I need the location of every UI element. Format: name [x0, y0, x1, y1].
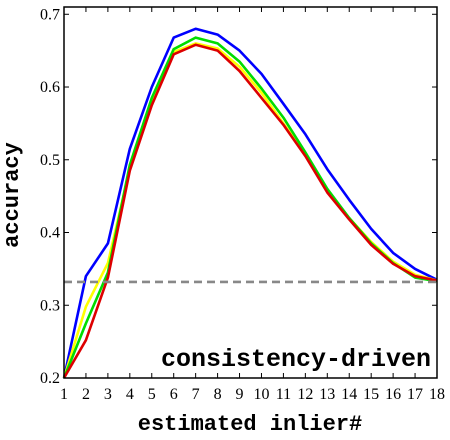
- x-tick-label: 16: [385, 386, 401, 403]
- y-tick-label: 0.2: [40, 370, 60, 387]
- x-tick-label: 10: [253, 386, 269, 403]
- x-tick-label: 3: [104, 386, 112, 403]
- y-tick-label: 0.7: [40, 6, 60, 23]
- x-tick-label: 9: [236, 386, 244, 403]
- y-tick-label: 0.3: [40, 297, 60, 314]
- x-tick-label: 18: [429, 386, 445, 403]
- y-tick-label: 0.6: [40, 79, 60, 96]
- x-tick-label: 13: [319, 386, 335, 403]
- x-tick-label: 6: [170, 386, 178, 403]
- y-axis-label: accuracy: [0, 142, 25, 248]
- series-line-4: [62, 43, 438, 379]
- x-tick-label: 5: [148, 386, 156, 403]
- plot-frame: [63, 6, 438, 379]
- series-layer: [62, 27, 438, 379]
- x-tick-label: 8: [214, 386, 222, 403]
- x-tick-label: 1: [60, 386, 68, 403]
- x-tick-label: 14: [341, 386, 357, 403]
- x-tick-label: 4: [126, 386, 134, 403]
- y-tick-label: 0.5: [40, 152, 60, 169]
- x-tick-label: 7: [192, 386, 200, 403]
- annotation-label: consistency-driven: [161, 345, 431, 374]
- x-tick-label: 17: [407, 386, 423, 403]
- x-axis-label: estimated inlier#: [138, 412, 362, 437]
- x-tick-label: 2: [82, 386, 90, 403]
- x-tick-label: 11: [276, 386, 291, 403]
- series-line-1: [62, 27, 438, 379]
- x-tick-label: 12: [297, 386, 313, 403]
- y-tick-label: 0.4: [40, 225, 60, 242]
- x-tick-label: 15: [363, 386, 379, 403]
- tick-layer: 1 2 3 4 5 6 7 8 9 10 11 12 13 14 15 16 17 180.20.30.40.50…: [40, 6, 445, 403]
